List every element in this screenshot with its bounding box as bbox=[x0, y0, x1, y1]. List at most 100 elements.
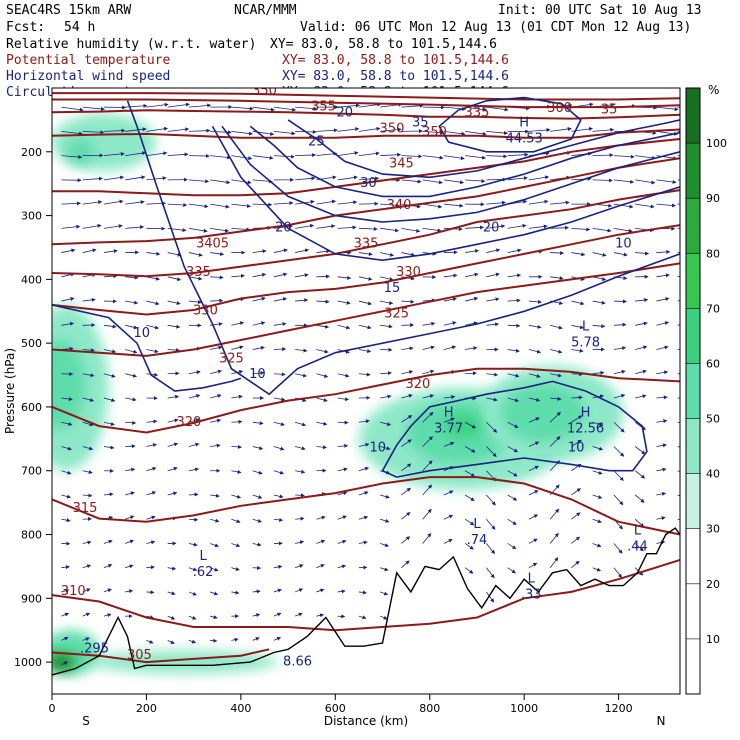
extremum-letter: H bbox=[519, 115, 529, 130]
x-tick-label: 800 bbox=[419, 702, 440, 715]
circulation-vector bbox=[401, 370, 414, 375]
circulation-vector bbox=[61, 421, 73, 426]
isentrope-line bbox=[52, 262, 680, 357]
circulation-vector bbox=[358, 227, 378, 232]
circulation-vector bbox=[528, 490, 539, 496]
circulation-vector bbox=[125, 564, 134, 569]
isotach-label: 20 bbox=[275, 221, 292, 236]
circulation-vector bbox=[592, 421, 604, 427]
isentrope-line bbox=[52, 476, 680, 536]
circulation-vector bbox=[146, 102, 169, 108]
circulation-vector bbox=[167, 591, 176, 596]
circulation-vector bbox=[677, 446, 680, 448]
circulation-vector bbox=[252, 272, 267, 278]
isentrope-label: 325 bbox=[384, 307, 409, 322]
circulation-vector bbox=[465, 296, 479, 302]
circulation-vector bbox=[380, 324, 393, 329]
circulation-vector bbox=[188, 492, 199, 497]
circulation-vector bbox=[146, 540, 156, 545]
circulation-vector bbox=[125, 225, 145, 230]
colorbar-label: 90 bbox=[706, 192, 720, 205]
circulation-vector bbox=[252, 637, 260, 641]
circulation-vector bbox=[210, 369, 222, 375]
isotach-line bbox=[287, 119, 680, 179]
extremum-letter: L bbox=[634, 524, 642, 539]
circulation-vector bbox=[252, 202, 273, 207]
circulation-vector bbox=[422, 321, 436, 326]
circulation-vector bbox=[592, 543, 602, 548]
circulation-vector bbox=[507, 470, 518, 477]
colorbar-segment bbox=[686, 88, 700, 144]
circulation-vector bbox=[125, 373, 137, 378]
circulation-vector bbox=[358, 349, 372, 353]
circulation-vector bbox=[380, 567, 389, 572]
circulation-vector bbox=[592, 178, 613, 183]
circulation-vector bbox=[61, 446, 72, 451]
circulation-vector bbox=[635, 345, 648, 350]
circulation-vector bbox=[507, 152, 529, 157]
colorbar-segment bbox=[686, 418, 700, 474]
circulation-vector bbox=[592, 300, 606, 305]
circulation-vector bbox=[231, 130, 254, 136]
circulation-vector bbox=[188, 394, 201, 399]
isotach-label: 10 bbox=[370, 441, 387, 456]
circulation-vector bbox=[82, 297, 96, 302]
y-axis-label: Pressure (hPa) bbox=[3, 348, 17, 434]
circulation-vector bbox=[273, 201, 294, 206]
circulation-vector bbox=[295, 421, 307, 427]
circulation-vector bbox=[337, 200, 358, 205]
circulation-vector bbox=[252, 155, 274, 160]
circulation-vector bbox=[273, 421, 285, 427]
extremum-letter: L bbox=[528, 571, 536, 586]
circulation-vector bbox=[231, 394, 243, 399]
circulation-vector bbox=[486, 421, 498, 433]
colorbar-label: 100 bbox=[706, 137, 727, 150]
circulation-vector bbox=[337, 103, 360, 108]
circulation-vector bbox=[273, 564, 283, 569]
circulation-vector bbox=[358, 126, 381, 132]
circulation-vector bbox=[103, 492, 114, 497]
x-tick-label: 1000 bbox=[510, 702, 538, 715]
circulation-vector bbox=[507, 323, 521, 328]
circulation-vector bbox=[273, 397, 286, 402]
circulation-vector bbox=[82, 223, 102, 229]
circulation-vector bbox=[528, 224, 548, 229]
circulation-vector bbox=[486, 248, 501, 253]
field-extent: XY= 83.0, 58.8 to 101.5,144.6 bbox=[270, 37, 497, 52]
circulation-vector bbox=[422, 179, 443, 185]
circulation-vector bbox=[316, 128, 339, 133]
circulation-vector bbox=[422, 369, 435, 375]
circulation-vector bbox=[613, 203, 634, 209]
circulation-vector bbox=[613, 252, 628, 257]
circulation-vector bbox=[528, 562, 538, 569]
circulation-vector bbox=[61, 154, 83, 159]
circulation-vector bbox=[486, 591, 495, 603]
isotach-line bbox=[211, 125, 680, 262]
circulation-vector bbox=[231, 273, 245, 278]
circulation-vector bbox=[380, 494, 390, 499]
circulation-vector bbox=[316, 421, 328, 426]
circulation-vector bbox=[358, 419, 370, 424]
circulation-vector bbox=[61, 612, 69, 617]
circulation-vector bbox=[677, 518, 680, 521]
circulation-vector bbox=[401, 252, 416, 257]
circulation-vector bbox=[231, 567, 240, 571]
circulation-vector bbox=[125, 589, 134, 594]
circulation-vector bbox=[571, 395, 583, 400]
isotach-label: 20 bbox=[483, 221, 500, 236]
circulation-vector bbox=[103, 445, 115, 450]
circulation-vector bbox=[103, 199, 124, 205]
circulation-vector bbox=[316, 151, 338, 157]
circulation-vector bbox=[528, 373, 541, 378]
circulation-vector bbox=[146, 615, 155, 620]
circulation-vector bbox=[231, 227, 251, 232]
circulation-vector bbox=[295, 516, 305, 521]
circulation-vector bbox=[401, 463, 412, 472]
circulation-vector bbox=[273, 224, 293, 229]
circulation-vector bbox=[358, 615, 367, 620]
humidity-patch bbox=[52, 113, 156, 171]
extremum-letter: H bbox=[581, 406, 591, 421]
circulation-vector bbox=[295, 564, 304, 569]
circulation-vector bbox=[443, 539, 453, 544]
